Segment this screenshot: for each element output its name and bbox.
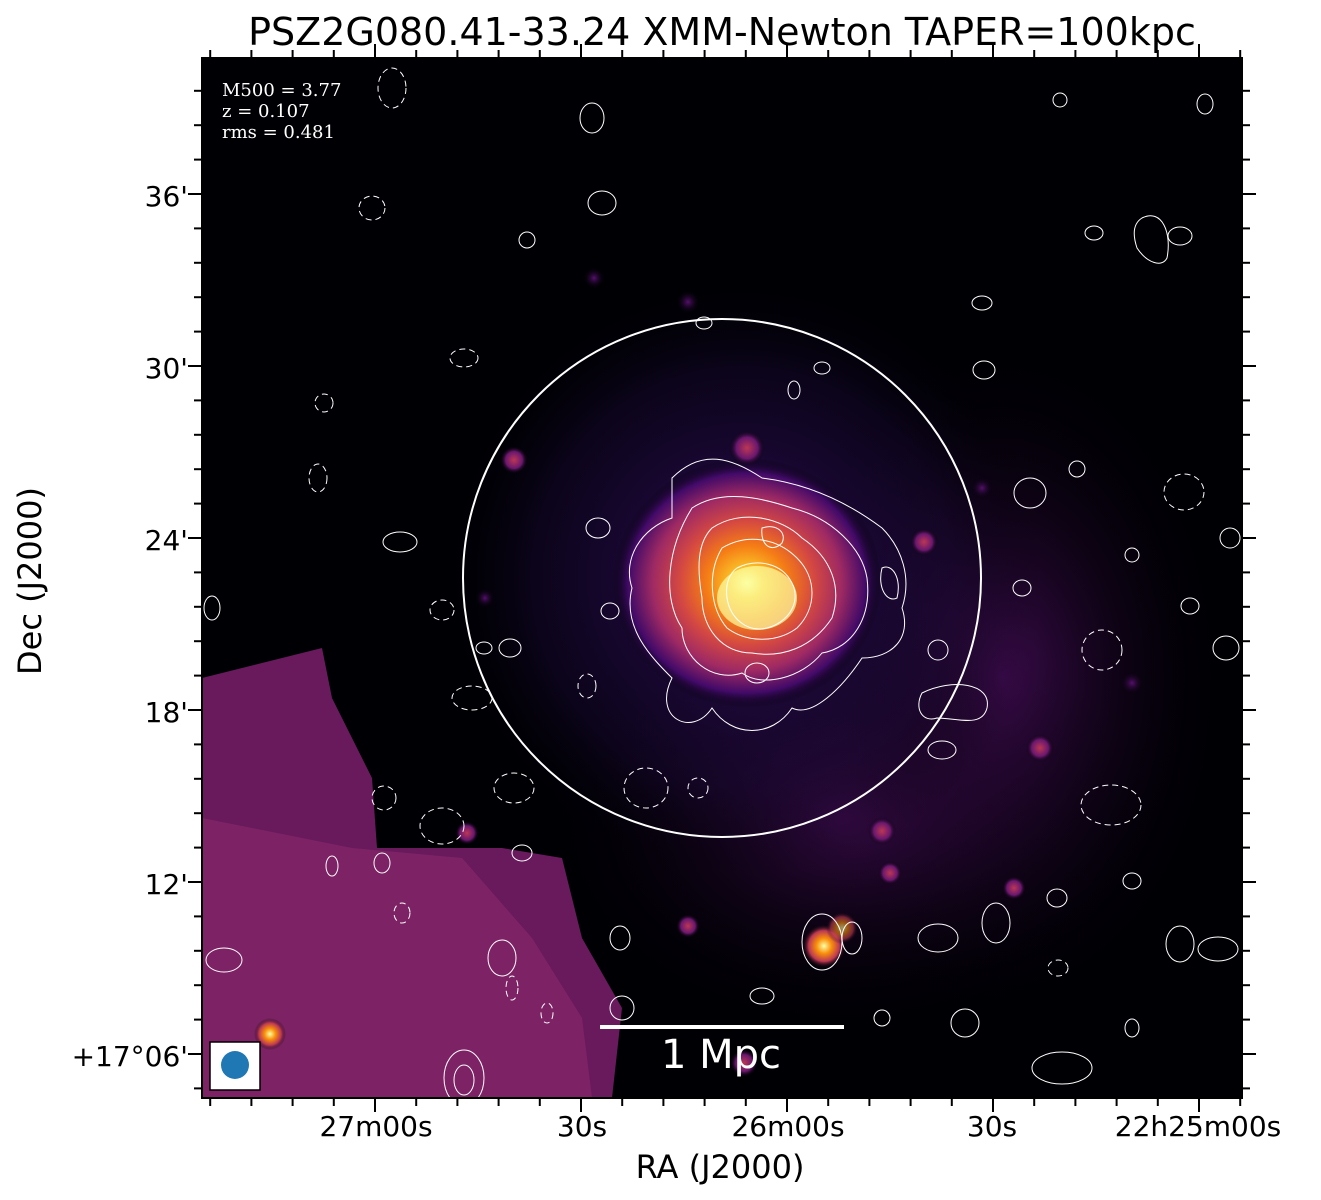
y-tick-label: 36' [144,180,188,213]
xray-image [202,58,1261,1107]
r500-circle [462,318,982,838]
y-tick-label: 24' [144,524,188,557]
x-tick-label: 26m00s [731,1110,845,1143]
info-annotations: M500 = 3.77 z = 0.107 rms = 0.481 [222,80,341,143]
x-tick-label: 30s [556,1110,608,1143]
contours [628,458,907,731]
x-tick-label: 30s [966,1110,1018,1143]
scale-bar-label: 1 Mpc [660,1032,782,1078]
y-tick-label: 18' [144,696,188,729]
rms-label: rms = 0.481 [222,122,335,143]
m500-label: M500 = 3.77 [222,80,342,101]
x-axis-title: RA (J2000) [635,1148,805,1186]
y-tick-label: 30' [144,352,188,385]
y-tick-label: 12' [144,868,188,901]
beam-ellipse [221,1051,249,1079]
redshift-label: z = 0.107 [222,101,310,122]
figure-title: PSZ2G080.41-33.24 XMM-Newton TAPER=100kp… [248,10,1196,54]
y-axis-title: Dec (J2000) [11,487,49,675]
y-tick-label: +17°06' [71,1040,188,1073]
x-tick-label: 27m00s [319,1110,433,1143]
x-tick-label: 22h25m00s [1114,1110,1282,1143]
image-panel [202,58,1261,1107]
